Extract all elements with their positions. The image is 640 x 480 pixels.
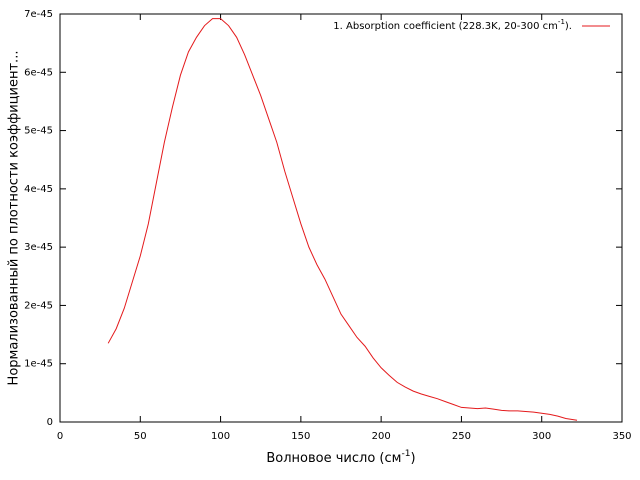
y-tick-label: 6e-45 xyxy=(24,67,53,78)
x-axis-label-part: Волновое число (см xyxy=(266,451,401,466)
x-tick-label: 300 xyxy=(532,431,551,442)
y-tick-label: 1e-45 xyxy=(24,359,53,370)
x-axis-label-part: ) xyxy=(411,451,416,466)
legend-label-part: -1 xyxy=(558,18,565,26)
x-tick-label: 150 xyxy=(291,431,310,442)
legend-label-part: ). xyxy=(565,21,572,32)
x-tick-label: 50 xyxy=(134,431,147,442)
x-tick-label: 250 xyxy=(452,431,471,442)
x-tick-label: 350 xyxy=(612,431,631,442)
x-tick-label: 100 xyxy=(211,431,230,442)
plot-frame xyxy=(59,13,623,423)
y-tick-label: 0 xyxy=(47,417,53,428)
series-line xyxy=(107,18,578,421)
y-tick-label: 2e-45 xyxy=(24,300,53,311)
legend-label: 1. Absorption coefficient (228.3K, 20-30… xyxy=(333,18,572,32)
x-tick-label: 200 xyxy=(372,431,391,442)
x-axis-label: Волновое число (см-1) xyxy=(266,449,415,466)
y-tick-label: 5e-45 xyxy=(24,126,53,137)
x-axis-label-part: -1 xyxy=(401,449,410,459)
y-axis-label: Нормализованный по плотности коэффициент… xyxy=(7,51,22,386)
x-tick-label: 0 xyxy=(57,431,63,442)
legend-label-part: 1. Absorption coefficient (228.3K, 20-30… xyxy=(333,21,558,32)
y-tick-label: 3e-45 xyxy=(24,242,53,253)
y-tick-label: 7e-45 xyxy=(24,9,53,20)
y-tick-label: 4e-45 xyxy=(24,184,53,195)
